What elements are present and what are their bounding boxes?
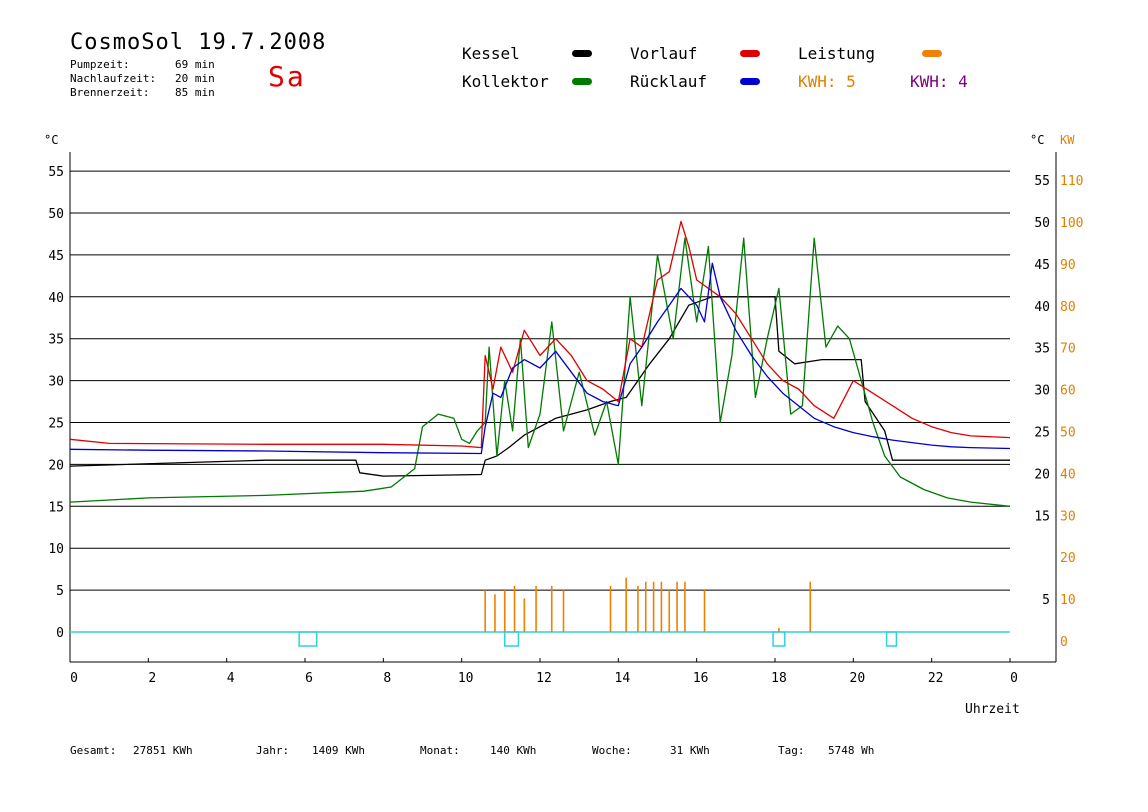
x-tick-label: 18 [771,671,787,686]
y2-tick-label: 50 [1060,426,1076,441]
y-right-tick-label: 25 [1034,426,1050,441]
series-line-rcklauf [69,262,1011,455]
stat-woche-label: Woche: [592,744,632,757]
legend-kessel-label: Kessel [462,44,520,63]
legend-kwh-solar: KWH: 5 [798,72,856,91]
x-tick-label: 8 [383,671,391,686]
legend-vorlauf-swatch [740,50,760,57]
chart-title: CosmoSol 19.7.2008 [70,30,327,55]
legend-kessel-swatch [572,50,592,57]
pump-on-box [772,631,786,647]
y-tick-label: 20 [48,458,64,473]
x-tick-label: 0 [1010,671,1018,686]
y-right-tick-label: 45 [1034,258,1050,273]
series-line-vorlauf [69,220,1011,449]
y2-tick-label: 70 [1060,342,1076,357]
y2-tick-label: 20 [1060,551,1076,566]
series-line-kollektor [69,237,1011,507]
legend-ruecklauf-swatch [740,78,760,85]
y2-tick-label: 110 [1060,174,1083,189]
legend-ruecklauf-label: Rücklauf [630,72,708,91]
y-right-tick-label: 40 [1034,300,1050,315]
burner-time-value: 85 min [175,86,215,99]
stat-woche-value: 31 KWh [670,744,710,757]
x-tick-label: 2 [148,671,156,686]
legend-kollektor-swatch [572,78,592,85]
legend-leistung-swatch [922,50,942,57]
y-tick-label: 35 [48,333,64,348]
weekday-label: Sa [268,60,306,93]
pump-on-box [504,631,520,647]
x-tick-label: 10 [458,671,474,686]
x-tick-label: 0 [70,671,78,686]
pump-on-box [885,631,898,647]
x-tick-label: 6 [305,671,313,686]
stat-tag-value: 5748 Wh [828,744,875,757]
x-tick-label: 20 [850,671,866,686]
legend-kwh-burner: KWH: 4 [910,72,968,91]
right-axis-unit: °C [1030,133,1045,147]
y2-tick-label: 90 [1060,258,1076,273]
y-tick-label: 50 [48,207,64,222]
right-axis-unit-kw: KW [1060,133,1075,147]
x-tick-label: 4 [227,671,235,686]
y-right-tick-label: 5 [1042,593,1050,608]
x-tick-label: 16 [693,671,709,686]
stat-tag-label: Tag: [778,744,805,757]
y-tick-label: 45 [48,249,64,264]
y-tick-label: 55 [48,165,64,180]
stat-monat-label: Monat: [420,744,460,757]
legend-leistung-label: Leistung [798,44,876,63]
y-right-tick-label: 20 [1034,467,1050,482]
y-tick-label: 0 [56,626,64,641]
y2-tick-label: 80 [1060,300,1076,315]
x-tick-label: 22 [928,671,944,686]
y-right-tick-label: 50 [1034,216,1050,231]
y2-tick-label: 60 [1060,384,1076,399]
y-tick-label: 40 [48,291,64,306]
pump-time-label: Pumpzeit: [70,58,130,71]
afterrun-time-label: Nachlaufzeit: [70,72,157,85]
y-right-tick-label: 30 [1034,384,1050,399]
y-right-tick-label: 15 [1034,509,1050,524]
x-tick-label: 14 [615,671,631,686]
y-tick-label: 10 [48,542,64,557]
y2-tick-label: 10 [1060,593,1076,608]
y2-tick-label: 100 [1060,216,1083,231]
x-axis-label: Uhrzeit [965,702,1020,717]
y-right-tick-label: 35 [1034,342,1050,357]
y-tick-label: 30 [48,375,64,390]
y2-tick-label: 40 [1060,467,1076,482]
y-right-tick-label: 55 [1034,174,1050,189]
burner-time-label: Brennerzeit: [70,86,150,99]
legend-vorlauf-label: Vorlauf [630,44,698,63]
series-line-kessel [69,296,1010,477]
x-tick-label: 12 [536,671,552,686]
stat-gesamt-value: 27851 KWh [133,744,193,757]
y2-tick-label: 0 [1060,635,1068,650]
stat-jahr-value: 1409 KWh [312,744,365,757]
y-tick-label: 15 [48,500,64,515]
y2-tick-label: 30 [1060,509,1076,524]
stat-gesamt-label: Gesamt: [70,744,117,757]
y-tick-label: 5 [56,584,64,599]
afterrun-time-value: 20 min [175,72,215,85]
pump-on-box [298,631,318,647]
y-tick-label: 25 [48,417,64,432]
stat-jahr-label: Jahr: [256,744,290,757]
pump-time-value: 69 min [175,58,215,71]
left-axis-unit: °C [44,133,59,147]
legend-kollektor-label: Kollektor [462,72,549,91]
stat-monat-value: 140 KWh [490,744,537,757]
